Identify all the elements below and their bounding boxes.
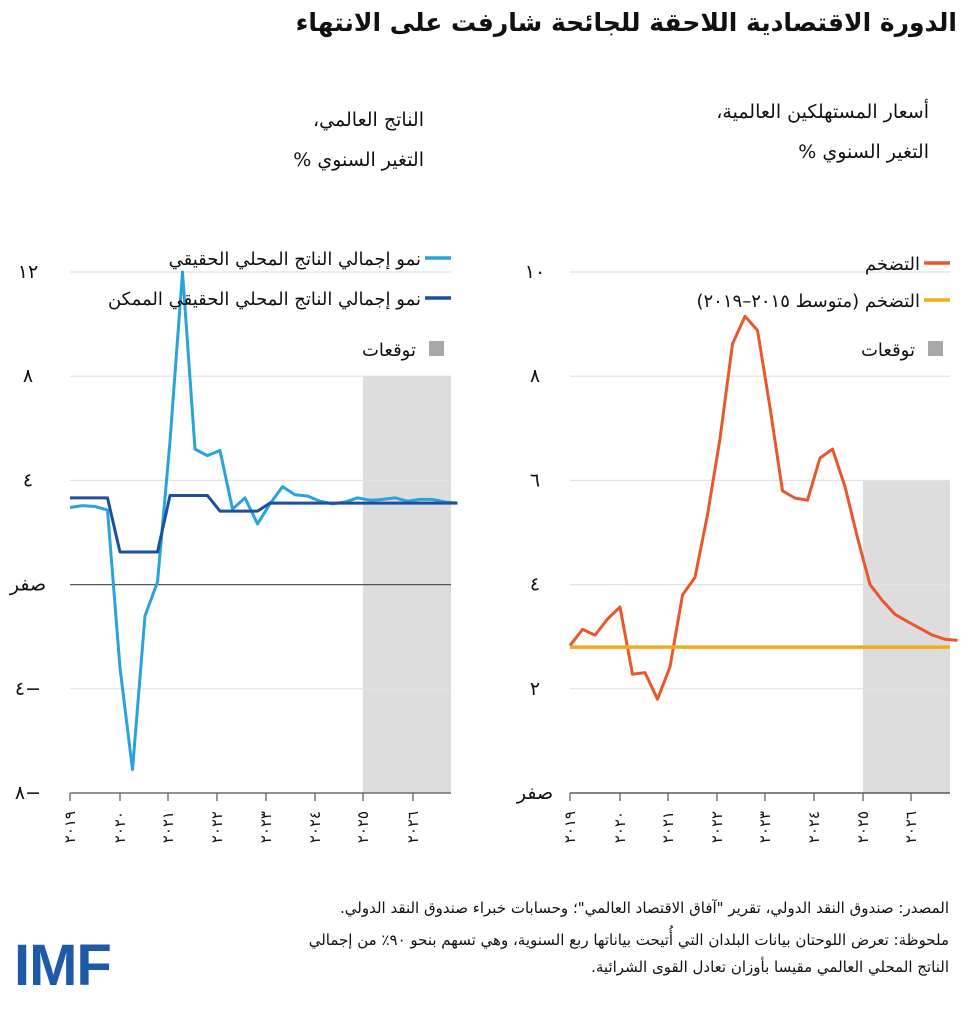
left-panel-title: الناتج العالمي، التغير السنوي % <box>293 100 424 180</box>
inflation-x-tick-label: ٢٠٢٤ <box>805 811 823 843</box>
gdp-legend-label-potential: نمو إجمالي الناتج المحلي الحقيقي الممكن <box>108 289 421 310</box>
gdp-y-tick-label: ١٢ <box>18 261 38 283</box>
gdp-x-tick-label: ٢٠٢١ <box>159 811 177 843</box>
imf-logo: IMF <box>14 933 112 998</box>
left-panel-title-line2: التغير السنوي % <box>293 149 424 171</box>
gdp-x-tick-label: ٢٠٢٠ <box>111 811 129 843</box>
inflation-y-tick-label: ٨ <box>530 365 540 387</box>
inflation-y-tick-label: ٤ <box>530 574 540 596</box>
inflation-legend-label-inflation: التضخم <box>865 254 920 275</box>
inflation-y-tick-label: ٢ <box>530 678 540 700</box>
right-panel-title: أسعار المستهلكين العالمية، التغير السنوي… <box>716 92 929 172</box>
gdp-x-tick-label: ٢٠٢٣ <box>257 811 275 843</box>
right-panel-title-line2: التغير السنوي % <box>798 141 929 163</box>
inflation-x-tick-label: ٢٠٢٢ <box>708 811 726 843</box>
gdp-legend-label-forecast: توقعات <box>362 340 416 361</box>
chart-title: الدورة الاقتصادية اللاحقة للجائحة شارفت … <box>295 8 957 37</box>
gdp-y-tick-label: صفر <box>9 574 46 596</box>
inflation-x-tick-label: ٢٠٢٦ <box>902 811 920 843</box>
gdp-legend-label-gdp: نمو إجمالي الناتج المحلي الحقيقي <box>169 249 421 270</box>
gdp-y-tick-label: ٤ <box>23 469 33 491</box>
inflation-x-tick-label: ٢٠٢٠ <box>611 811 629 843</box>
gdp-series-gdp-line <box>69 270 458 772</box>
inflation-legend-label-avg: التضخم (متوسط ٢٠١٥–٢٠١٩) <box>696 291 920 312</box>
note-line-1: ملحوظة: تعرض اللوحتان بيانات البلدان الت… <box>308 931 949 949</box>
inflation-y-tick-label: صفر <box>516 782 553 804</box>
inflation-y-tick-label: ٦ <box>530 469 540 491</box>
left-panel-title-line1: الناتج العالمي، <box>313 109 424 131</box>
gdp-x-tick-label: ٢٠٢٥ <box>354 811 372 843</box>
inflation-series-inflation-line <box>568 314 958 701</box>
inflation-x-tick-label: ٢٠٢٥ <box>854 811 872 843</box>
source-note: المصدر: صندوق النقد الدولي، تقرير "آفاق … <box>340 899 949 917</box>
gdp-x-tick-label: ٢٠٢٦ <box>404 811 422 843</box>
inflation-x-tick-label: ٢٠١٩ <box>561 811 579 843</box>
note-line-2: الناتج المحلي العالمي مقيسا بأوزان تعادل… <box>591 958 949 976</box>
right-panel-title-line1: أسعار المستهلكين العالمية، <box>716 101 929 123</box>
gdp-x-tick-label: ٢٠٢٤ <box>306 811 324 843</box>
inflation-y-tick-label: ١٠ <box>525 261 545 283</box>
inflation-legend-label-forecast: توقعات <box>861 340 915 361</box>
gdp-x-tick-label: ٢٠٢٢ <box>208 811 226 843</box>
gdp-legend-swatch-forecast <box>429 341 444 356</box>
gdp-y-tick-label: ٨− <box>15 782 41 804</box>
inflation-legend-swatch-forecast <box>928 341 943 356</box>
gdp-y-tick-label: ٨ <box>23 365 33 387</box>
gdp-series-potential-line <box>70 494 458 554</box>
inflation-x-tick-label: ٢٠٢٣ <box>756 811 774 843</box>
gdp-y-tick-label: ٤− <box>15 678 41 700</box>
gdp-x-tick-label: ٢٠١٩ <box>61 811 79 843</box>
inflation-x-tick-label: ٢٠٢١ <box>659 811 677 843</box>
